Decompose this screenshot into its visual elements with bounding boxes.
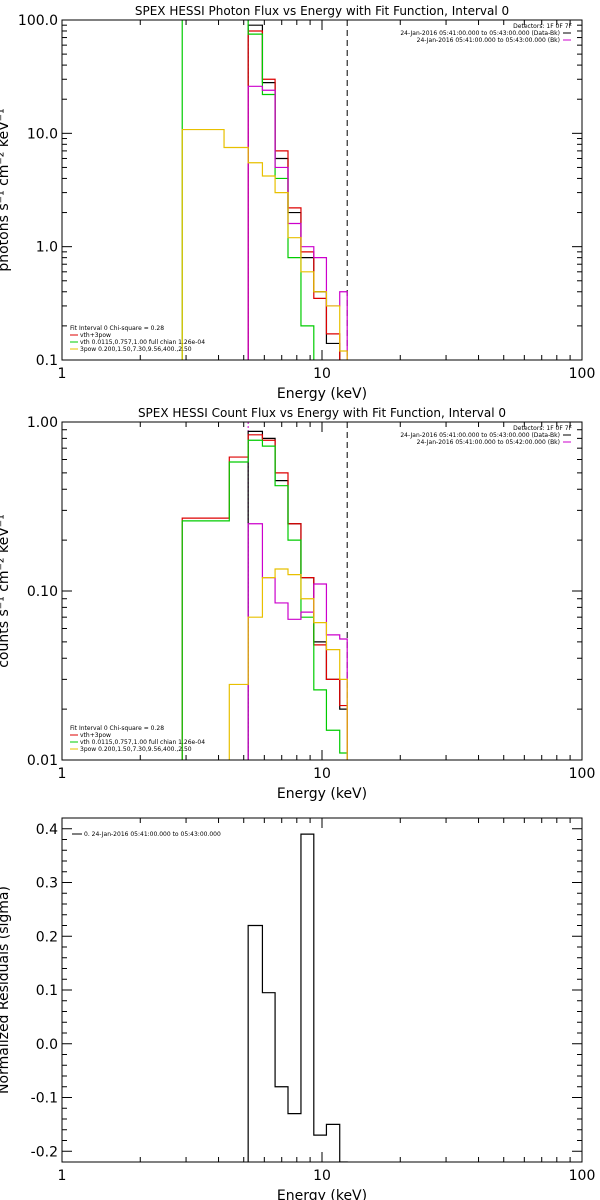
series-line: [181, 439, 348, 760]
detectors-label: Detectors: 1F 0F 7F: [513, 23, 572, 30]
fit-legend-text: vth+3pow: [80, 332, 111, 339]
y-tick-label: 10.0: [27, 126, 58, 142]
x-tick-label: 1: [58, 366, 67, 382]
y-tick-label: 0.1: [36, 353, 58, 369]
y-axis-label: counts s⁻¹ cm⁻² keV⁻¹: [0, 514, 12, 668]
x-tick-label: 10: [313, 1168, 331, 1184]
series-line: [181, 434, 348, 760]
y-tick-label: 1.0: [36, 240, 58, 256]
fit-legend-text: 3pow 0.200,1.50,7.30,9.56,400.,2.50: [80, 346, 192, 353]
plot-frame: [61, 421, 583, 761]
series-group: [181, 422, 348, 760]
series-line: [181, 20, 315, 360]
detectors-label: Detectors: 1F 0F 7F: [513, 425, 572, 432]
legend-text: 0. 24-Jan-2016 05:41:00.000 to 05:43:00.…: [84, 831, 221, 838]
plot-frame: [61, 19, 583, 361]
x-tick-label: 100: [569, 1168, 596, 1184]
chart-panel-1: SPEX HESSI Count Flux vs Energy with Fit…: [0, 406, 596, 802]
y-tick-label: 0.4: [36, 822, 58, 838]
series-group: [181, 20, 348, 360]
chart-title: SPEX HESSI Count Flux vs Energy with Fit…: [138, 406, 506, 420]
chart-title: SPEX HESSI Photon Flux vs Energy with Fi…: [135, 4, 509, 18]
series-line: [247, 85, 348, 360]
x-tick-label: 10: [313, 366, 331, 382]
y-tick-label: 0.1: [36, 983, 58, 999]
x-axis-label: Energy (keV): [277, 386, 367, 402]
fit-legend-text: vth 0.0115,0.757,1.00 full chian 1.26e-0…: [80, 339, 205, 346]
y-axis-label: photons s⁻¹ cm⁻² keV⁻¹: [0, 108, 12, 271]
y-axis-label: Normalized Residuals (sigma): [0, 886, 12, 1094]
time-legend-text: 24-Jan-2016 05:41:00.000 to 05:42:00.000…: [417, 439, 560, 446]
y-tick-label: -0.2: [31, 1144, 58, 1160]
x-tick-label: 1: [58, 1168, 67, 1184]
x-tick-label: 100: [569, 366, 596, 382]
fit-info: Fit Interval 0 Chi-square = 0.28: [70, 325, 164, 332]
y-tick-label: 0.01: [27, 753, 58, 769]
series-line: [247, 833, 348, 1162]
y-tick-label: 100.0: [18, 13, 58, 29]
fit-legend-text: vth+3pow: [80, 732, 111, 739]
time-legend-text: 24-Jan-2016 05:41:00.000 to 05:43:00.000…: [400, 30, 560, 37]
fit-info: Fit Interval 0 Chi-square = 0.28: [70, 725, 164, 732]
chart-panel-2: 1 10 100 Energy (keV) -0.2 -0.1 0.0 0.1 0.2 0.3 0.…: [0, 817, 596, 1200]
series-line: [247, 523, 348, 760]
x-axis-label: Energy (keV): [277, 786, 367, 802]
y-tick-label: 0.0: [36, 1037, 58, 1053]
y-tick-label: 0.10: [27, 584, 58, 600]
y-tick-label: 0.2: [36, 929, 58, 945]
x-axis-label: Energy (keV): [277, 1188, 367, 1200]
time-legend-text: 24-Jan-2016 05:41:00.000 to 05:43:00.000…: [400, 432, 560, 439]
y-tick-label: 0.3: [36, 876, 58, 892]
series-group: [247, 833, 348, 1162]
series-line: [228, 568, 348, 760]
y-tick-label: -0.1: [31, 1091, 58, 1107]
series-line: [181, 128, 348, 360]
y-tick-label: 1.00: [27, 415, 58, 431]
fit-legend-text: 3pow 0.200,1.50,7.30,9.56,400.,2.50: [80, 746, 192, 753]
fit-legend-text: vth 0.0115,0.757,1.00 full chian 1.26e-0…: [80, 739, 205, 746]
chart-panel-0: SPEX HESSI Photon Flux vs Energy with Fi…: [0, 4, 596, 402]
x-tick-label: 10: [313, 766, 331, 782]
time-legend-text: 24-Jan-2016 05:41:00.000 to 05:43:00.000…: [417, 37, 560, 44]
plot-frame: [61, 817, 583, 1163]
x-tick-label: 1: [58, 766, 67, 782]
x-tick-label: 100: [569, 766, 596, 782]
